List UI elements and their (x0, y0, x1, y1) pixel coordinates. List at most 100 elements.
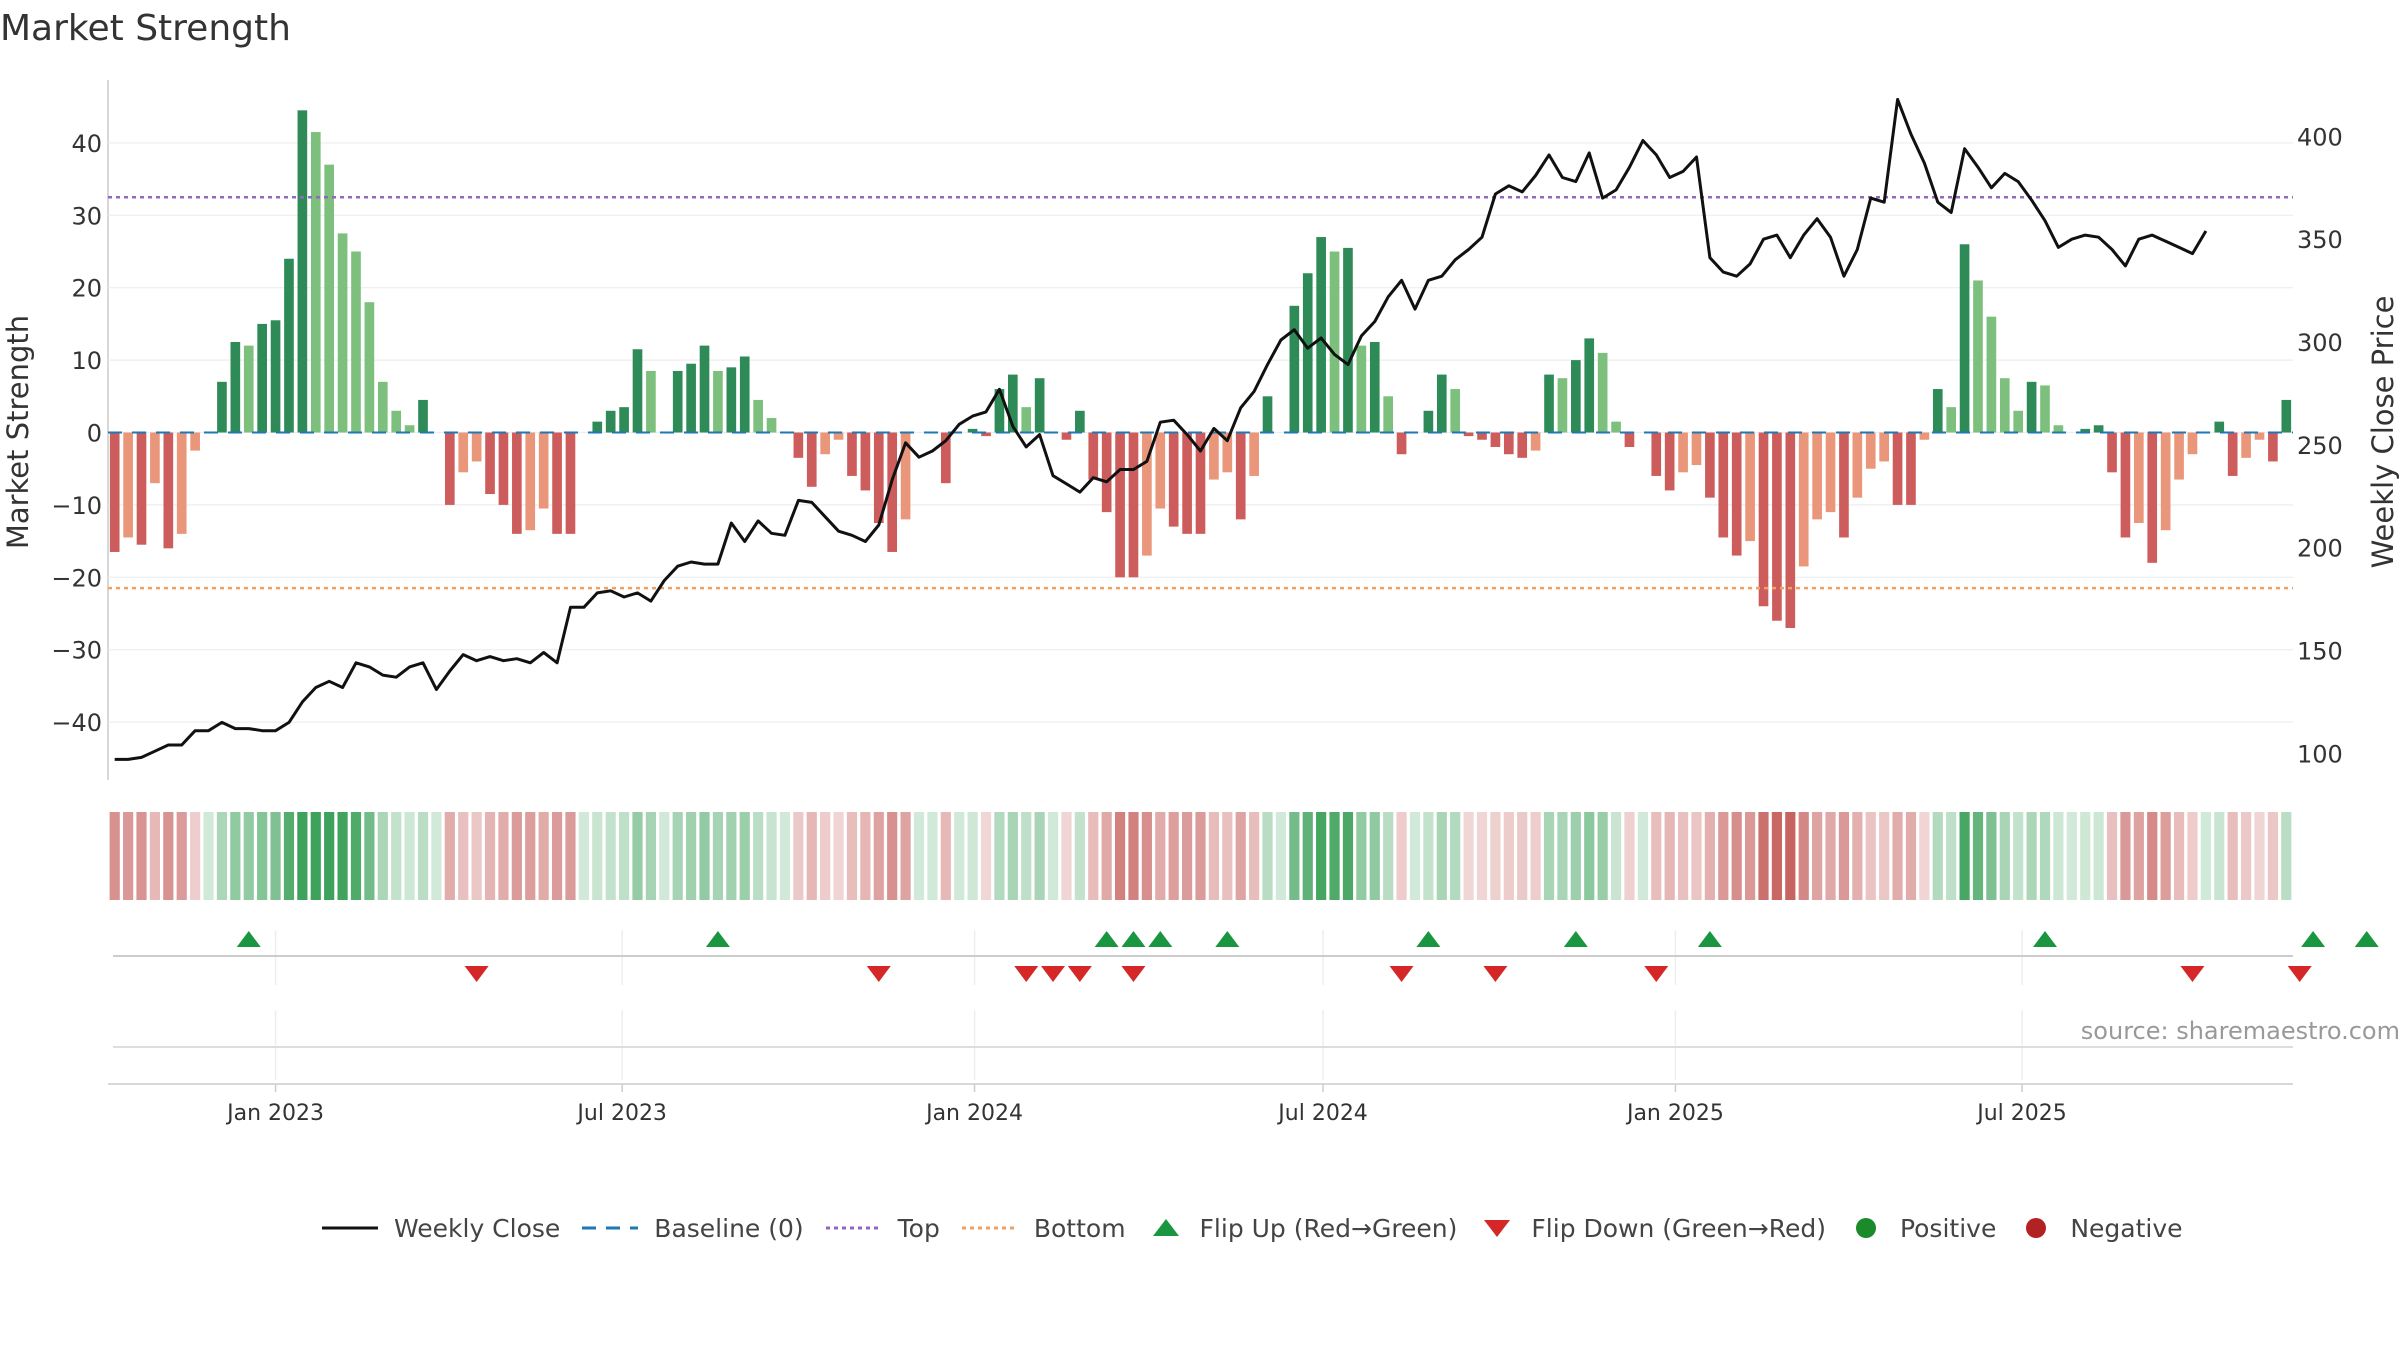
strength-bar (525, 432, 536, 531)
strength-bar (1597, 352, 1608, 433)
strength-bar (2160, 432, 2171, 531)
heat-cell (1651, 812, 1662, 900)
heat-cell (605, 812, 616, 900)
strength-bar (391, 410, 402, 433)
heat-cell (1088, 812, 1099, 900)
legend-item-baseline: Baseline (0) (580, 1214, 804, 1243)
legend-item-negative: Negative (2016, 1214, 2183, 1243)
strength-bar (1825, 432, 1836, 513)
heat-cell (1610, 812, 1622, 900)
heat-cell (1249, 812, 1260, 900)
heat-cell (417, 812, 429, 900)
strength-bar (2268, 432, 2278, 462)
y2-axis-title: Weekly Close Price (2366, 296, 2400, 569)
strength-bar (1262, 396, 1273, 433)
heat-cell (1946, 812, 1957, 900)
strength-bar (1517, 432, 1528, 458)
strength-bar (1611, 421, 1621, 433)
heat-cell (699, 812, 710, 900)
strength-bar (2214, 421, 2225, 433)
heat-cell (310, 812, 321, 900)
strength-bar (552, 432, 562, 534)
heat-cell (1235, 812, 1246, 900)
heat-cell (324, 812, 335, 900)
strength-bar (1852, 432, 1863, 498)
strength-bar (2281, 399, 2292, 433)
heat-cell (994, 812, 1005, 900)
heat-cell (1517, 812, 1528, 900)
chart-legend: Weekly Close Baseline (0) Top Bottom Fli… (320, 1208, 2203, 1248)
heat-cell (632, 812, 643, 900)
strength-bar (1222, 432, 1233, 473)
heat-cell (980, 812, 992, 900)
strength-bar (1128, 432, 1139, 578)
heat-cell (1021, 812, 1032, 900)
heat-cell (860, 812, 871, 900)
strength-bar (981, 432, 991, 437)
heat-cell (2039, 812, 2051, 900)
flip-down-marker (1067, 966, 1092, 982)
heat-cell (136, 812, 147, 900)
strength-bar (1798, 432, 1809, 567)
heat-cell (2173, 812, 2185, 900)
legend-swatch-positive (1855, 1218, 1876, 1238)
strength-bar (833, 432, 844, 440)
strength-bar (726, 367, 737, 433)
heat-cell (525, 812, 536, 900)
heat-cell (1476, 812, 1488, 900)
heat-cell (1047, 812, 1059, 900)
strength-bar (458, 432, 469, 473)
heat-cell (1758, 812, 1769, 900)
heat-cell (1838, 812, 1850, 900)
heat-cell (2214, 812, 2225, 900)
strength-bar (2053, 425, 2064, 433)
heat-cell (484, 812, 496, 900)
heat-cell (1369, 812, 1380, 900)
heat-cell (1624, 812, 1635, 900)
strength-bar (1034, 378, 1045, 433)
strength-bar (217, 381, 227, 433)
flip-up-marker (2033, 931, 2058, 947)
heat-cell (1329, 812, 1340, 900)
strength-bar (1329, 251, 1340, 433)
legend-item-bottom: Bottom (960, 1214, 1126, 1243)
heat-cell (149, 812, 161, 900)
legend-item-weekly-close: Weekly Close (320, 1214, 560, 1243)
y-axis-title: Market Strength (1, 315, 35, 549)
heat-cell (1168, 812, 1179, 900)
heat-cell (1731, 812, 1742, 900)
strength-bar (404, 425, 415, 433)
y-tick-label: 30 (71, 202, 102, 230)
heat-cell (498, 812, 509, 900)
strength-bar (672, 370, 683, 433)
strength-bar (686, 363, 696, 433)
heat-cell (1664, 812, 1675, 900)
flip-down-marker (1121, 966, 1146, 982)
heat-cell (431, 812, 442, 900)
x-tick-label: Jan 2023 (225, 1101, 324, 1126)
strength-bar (1999, 378, 2010, 433)
strength-bar (565, 432, 576, 534)
flip-down-marker (1014, 966, 1039, 982)
heat-cell (2267, 812, 2278, 900)
y2-tick-label: 100 (2297, 740, 2343, 768)
flip-up-marker (1215, 931, 1240, 947)
heat-cell (766, 812, 777, 900)
heat-cell (806, 812, 817, 900)
heat-cell (1637, 812, 1648, 900)
strength-bar (2174, 432, 2184, 480)
heat-cell (1530, 812, 1541, 900)
strength-bar (230, 342, 241, 433)
heat-cell (1114, 812, 1126, 900)
strength-bar (538, 432, 549, 509)
strength-bar (1209, 432, 1219, 480)
heat-cell (2093, 812, 2104, 900)
strength-bar (605, 410, 616, 433)
legend-item-flip-down: Flip Down (Green→Red) (1477, 1214, 1826, 1243)
chart-title: Market Strength (0, 8, 291, 49)
heat-cell (1986, 812, 1997, 900)
heat-cell (1905, 812, 1917, 900)
legend-label-flip-up: Flip Up (Red→Green) (1199, 1213, 1458, 1243)
